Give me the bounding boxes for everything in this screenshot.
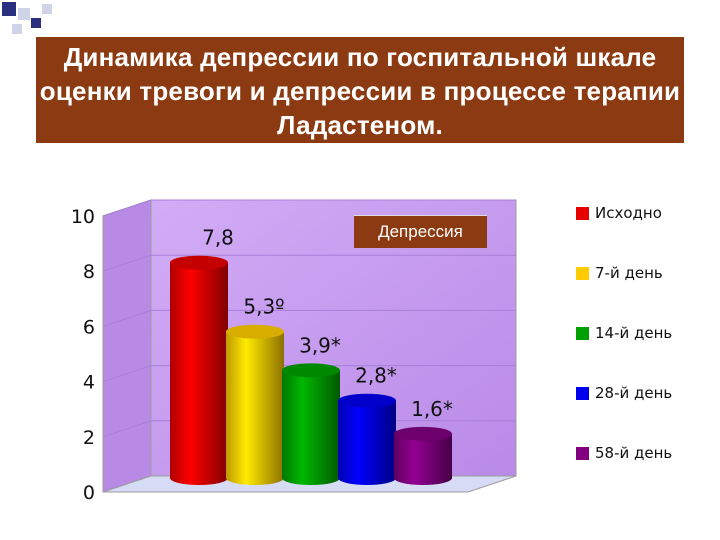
legend-swatch: [576, 266, 589, 280]
corner-square-dark: [2, 2, 16, 16]
legend-item: 14-й день: [576, 324, 672, 342]
data-label: 7,8: [202, 226, 234, 250]
bar-body: [338, 400, 396, 485]
slide-title: Динамика депрессии по госпитальной шкале…: [39, 42, 681, 140]
bar: [226, 324, 284, 485]
corner-square-light: [18, 8, 30, 20]
y-tick-label: 8: [83, 261, 95, 283]
y-tick-label: 4: [83, 372, 95, 394]
bar-top: [226, 324, 284, 339]
chart-side-wall: [102, 199, 152, 493]
y-tick-label: 6: [83, 316, 95, 338]
bar: [338, 393, 396, 485]
data-label: 1,6*: [411, 397, 453, 421]
legend-item: 7-й день: [576, 264, 663, 282]
corner-square-light: [42, 4, 52, 14]
data-label: 3,9*: [299, 333, 341, 357]
legend-label: Исходно: [595, 204, 662, 222]
bar-top: [282, 363, 340, 378]
legend-swatch: [576, 326, 589, 340]
gridline: [102, 254, 516, 272]
legend-label: 28-й день: [595, 384, 673, 402]
bar: [170, 255, 228, 485]
bar: [282, 363, 340, 485]
y-tick-label: 0: [83, 482, 95, 504]
data-label: 5,3º: [243, 295, 284, 319]
bar-body: [394, 433, 452, 485]
series-label: Депрессия: [354, 215, 487, 248]
bar-top: [338, 393, 396, 408]
legend-swatch: [576, 206, 589, 220]
corner-square-light: [12, 24, 22, 34]
legend-swatch: [576, 446, 589, 460]
y-tick-label: 2: [83, 427, 95, 449]
corner-square-dark: [31, 18, 41, 28]
bar-body: [226, 331, 284, 485]
gridline: [102, 199, 516, 217]
legend-item: 28-й день: [576, 384, 672, 402]
bar-body: [170, 262, 228, 485]
legend-label: 7-й день: [595, 264, 663, 282]
title-banner: [36, 37, 684, 143]
data-label: 2,8*: [355, 364, 397, 388]
gridline: [102, 365, 516, 383]
legend-item: Исходно: [576, 204, 662, 222]
bar: [394, 426, 452, 485]
y-tick-label: 10: [71, 206, 95, 228]
legend-label: 58-й день: [595, 444, 673, 462]
legend-label: 14-й день: [595, 324, 673, 342]
bar-top: [394, 426, 452, 441]
bar-body: [282, 370, 340, 485]
legend-swatch: [576, 386, 589, 400]
legend-item: 58-й день: [576, 444, 672, 462]
bar-top: [170, 255, 228, 270]
gridline: [102, 309, 516, 327]
